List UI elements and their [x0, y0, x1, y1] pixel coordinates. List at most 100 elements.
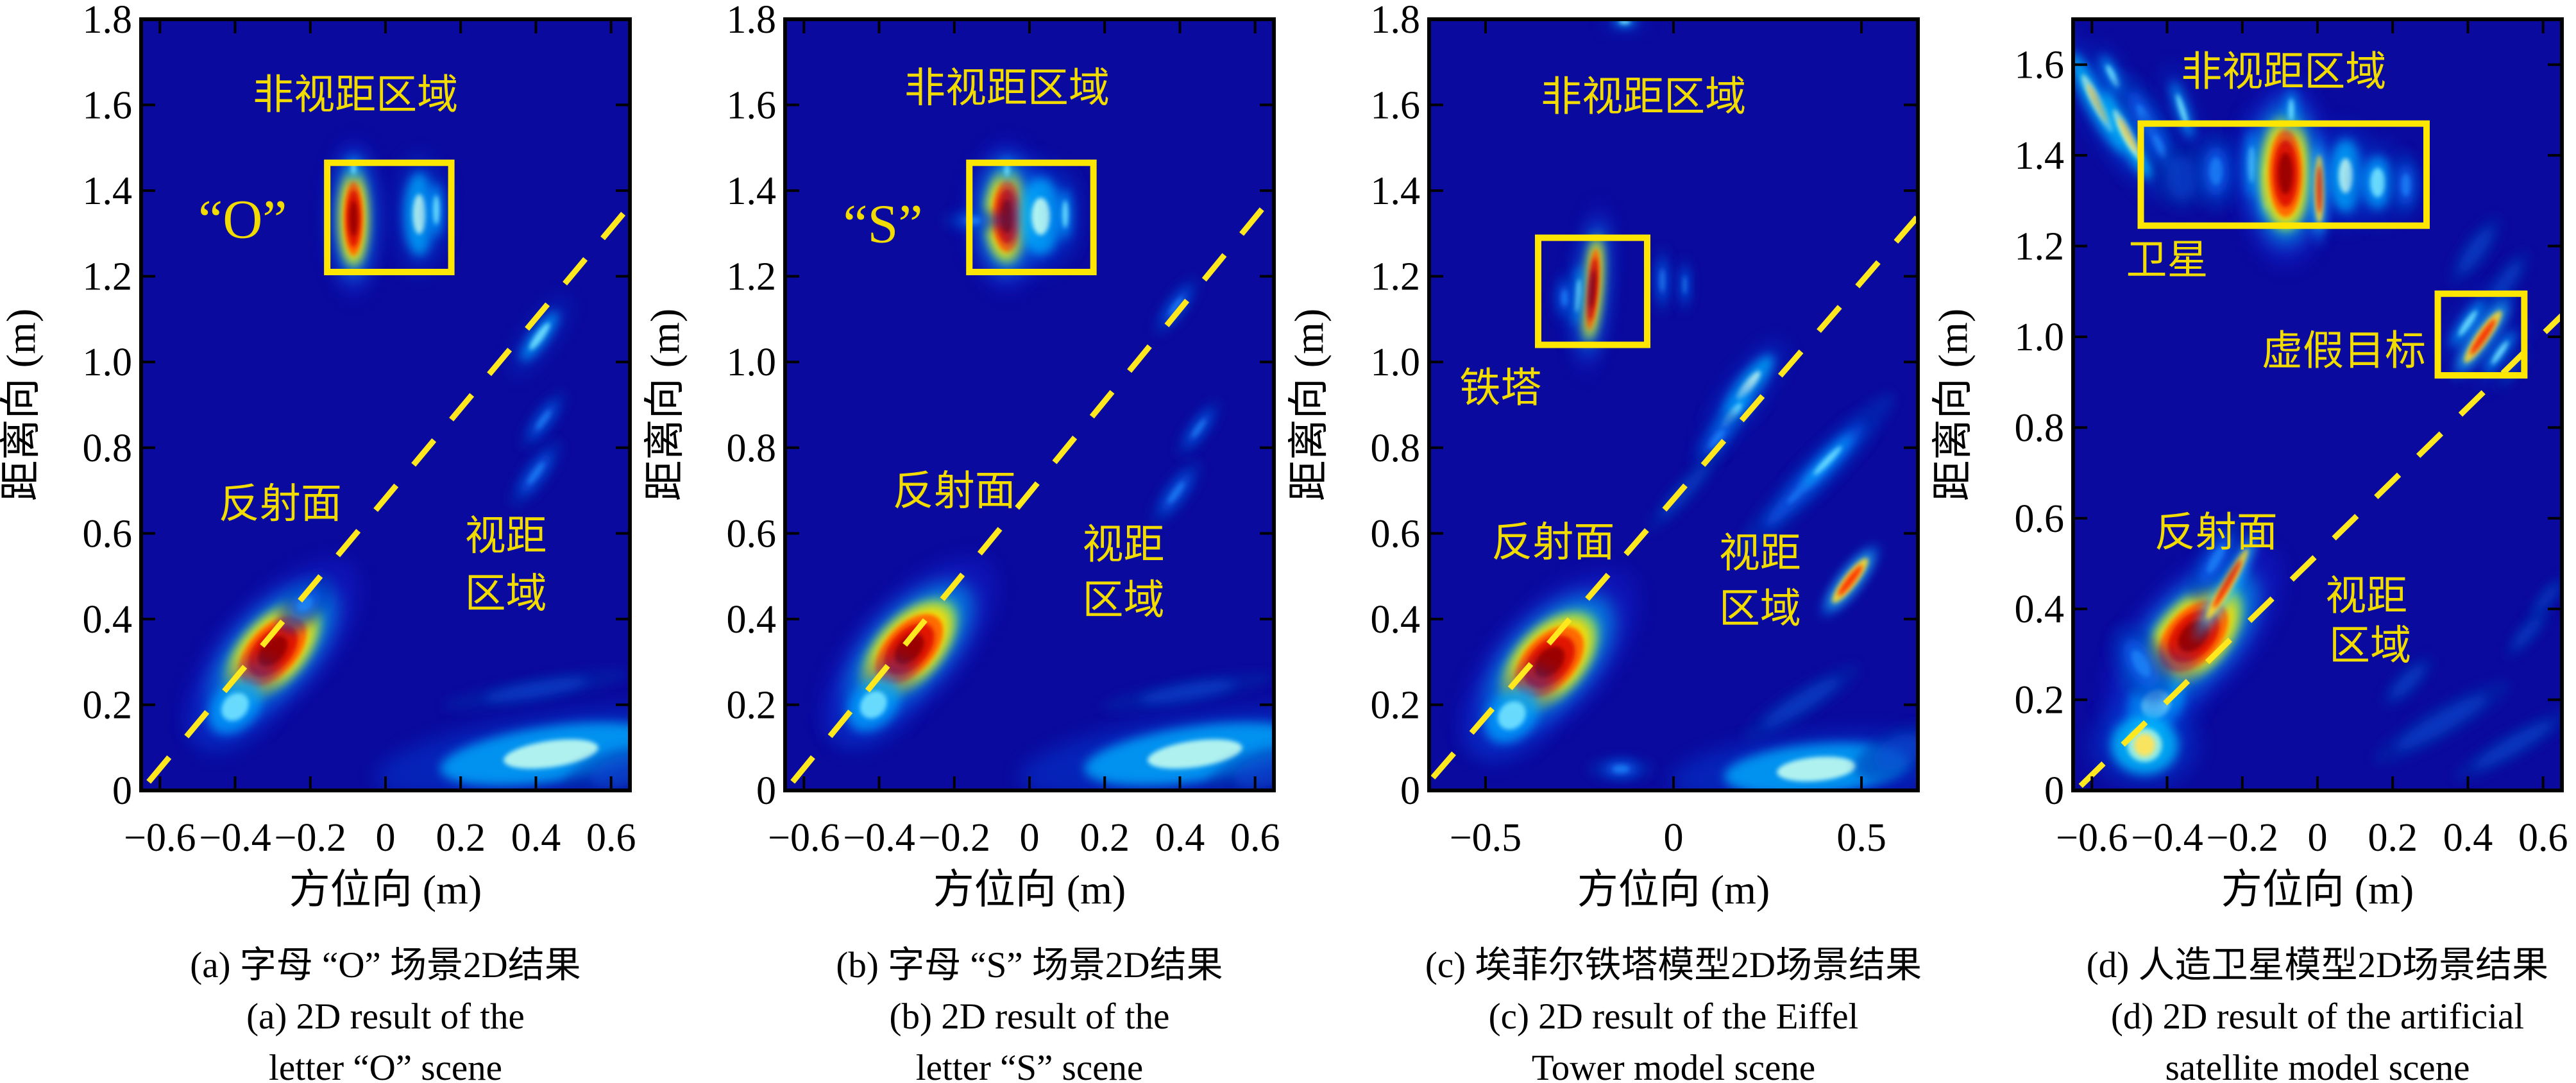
y-tick-label: 0.4	[1371, 598, 1421, 642]
y-tick-label: 1.6	[2015, 44, 2065, 87]
y-tick-label: 0.6	[727, 512, 777, 556]
target-box	[2137, 120, 2430, 229]
heatmap-content	[790, 141, 1274, 790]
x-tick-label: −0.6	[2056, 816, 2128, 860]
y-tick-label: 0	[756, 769, 776, 813]
caption-zh: (c) 埃菲尔铁塔模型2D场景结果	[1425, 945, 1922, 985]
y-tick-label: 1.0	[83, 341, 133, 384]
y-tick-label: 1.4	[83, 169, 133, 213]
y-tick-label: 1.0	[2015, 316, 2065, 359]
heatmap-blob	[2401, 173, 2411, 196]
heatmap-blob	[1561, 289, 1568, 307]
heatmap-blob	[1763, 678, 1840, 728]
y-tick-label: 1.6	[1371, 84, 1421, 128]
y-tick-label: 0	[1400, 769, 1420, 813]
heatmap-blob	[1659, 269, 1665, 292]
caption-en-line: Tower model scene	[1532, 1048, 1815, 1083]
caption-en-line: (b) 2D result of the	[890, 996, 1170, 1037]
x-tick-label: 0	[1664, 816, 1684, 860]
heatmap-blob	[2473, 721, 2553, 769]
x-axis-title: 方位向 (m)	[1577, 867, 1770, 912]
heatmap-blob	[536, 410, 551, 430]
heatmap-blob	[412, 194, 426, 234]
heatmap-blob	[2213, 559, 2242, 608]
annotation-label: 反射面	[219, 481, 342, 527]
heatmap-blob	[1813, 446, 1842, 475]
annotation-label: 反射面	[1491, 520, 1614, 565]
x-tick-label: 0.4	[511, 816, 561, 860]
x-tick-label: −0.4	[199, 816, 271, 860]
heatmap-content	[146, 139, 630, 790]
heatmap-blob	[2166, 156, 2198, 200]
heatmap-blob	[589, 755, 630, 788]
x-tick-label: 0	[376, 816, 396, 860]
caption-en-line: (d) 2D result of the artificial	[2111, 996, 2524, 1037]
x-tick-label: 0.6	[1230, 816, 1280, 860]
caption-en-line: (c) 2D result of the Eiffel	[1489, 996, 1859, 1037]
y-tick-label: 0.8	[2015, 406, 2065, 450]
heatmap-content	[1430, 19, 1918, 790]
caption-en-line: (a) 2D result of the	[246, 996, 525, 1037]
heatmap-blob	[2278, 152, 2293, 194]
y-axis-title: 距离向 (m)	[644, 309, 688, 501]
plot-frame	[1427, 17, 1920, 792]
x-tick-label: 0.6	[2518, 816, 2568, 860]
heatmap-blob	[2209, 157, 2223, 185]
heatmap-blob	[1612, 765, 1630, 774]
reflector-dashed-line	[1430, 212, 1918, 780]
annotation-label: 非视距区域	[904, 65, 1110, 111]
heatmap-blob	[1191, 419, 1206, 438]
x-tick-label: 0.2	[436, 816, 486, 860]
annotation-label: 非视距区域	[253, 72, 458, 117]
caption-en-line: letter “S” scene	[916, 1048, 1143, 1083]
annotation-label: 视距	[2325, 573, 2407, 618]
plot-frame	[139, 17, 632, 792]
annotation-label: 非视距区域	[1541, 74, 1746, 120]
heatmap-blob	[2370, 167, 2385, 198]
heatmap-blob	[2513, 615, 2543, 649]
y-axis-title: 距离向 (m)	[1288, 309, 1332, 501]
y-axis-title: 距离向 (m)	[0, 309, 44, 501]
annotation-label: 视距	[1083, 522, 1165, 567]
heatmap-blob	[1534, 646, 1565, 678]
y-tick-label: 0.6	[1371, 512, 1421, 556]
x-tick-label: 0.2	[2368, 816, 2418, 860]
y-tick-label: 0.8	[1371, 427, 1421, 470]
reflector-dashed-line	[790, 197, 1273, 784]
annotation-label: “S”	[843, 192, 922, 254]
y-tick-label: 0.8	[83, 427, 133, 470]
heatmap-blob	[1139, 680, 1236, 704]
heatmap-blob	[2134, 733, 2155, 756]
heatmap-blob	[1589, 269, 1596, 309]
y-tick-label: 1.4	[1371, 169, 1421, 213]
heatmap-blob	[504, 739, 598, 769]
heatmap-blob	[1148, 739, 1242, 769]
target-box	[1534, 234, 1650, 348]
heatmap-blob	[527, 462, 545, 485]
y-tick-label: 1.0	[727, 341, 777, 384]
x-tick-label: −0.2	[2207, 816, 2278, 860]
heatmap-blob	[2207, 545, 2225, 574]
x-tick-label: 0.2	[1080, 816, 1130, 860]
annotation-label: 区域	[1083, 577, 1165, 623]
y-tick-label: 0.8	[727, 427, 777, 470]
heatmap-blob	[2491, 341, 2509, 364]
y-tick-label: 0.4	[727, 598, 777, 642]
annotation-label: 区域	[465, 571, 547, 617]
y-tick-label: 1.8	[83, 0, 133, 42]
heatmap-blob	[1169, 296, 1184, 316]
caption-en-line: letter “O” scene	[269, 1048, 502, 1083]
y-tick-label: 0.4	[83, 598, 133, 642]
target-box	[966, 159, 1097, 275]
y-tick-label: 0	[112, 769, 132, 813]
y-axis-title: 距离向 (m)	[1932, 309, 1976, 501]
heatmap-blob	[2534, 583, 2559, 612]
plot-frame	[2071, 17, 2564, 792]
plot-frame	[783, 17, 1276, 792]
y-tick-label: 1.4	[2015, 134, 2065, 178]
heatmap-blob	[2459, 228, 2493, 273]
y-tick-label: 1.2	[83, 255, 133, 299]
x-tick-label: −0.6	[768, 816, 840, 860]
annotation-label: 视距	[465, 513, 547, 559]
